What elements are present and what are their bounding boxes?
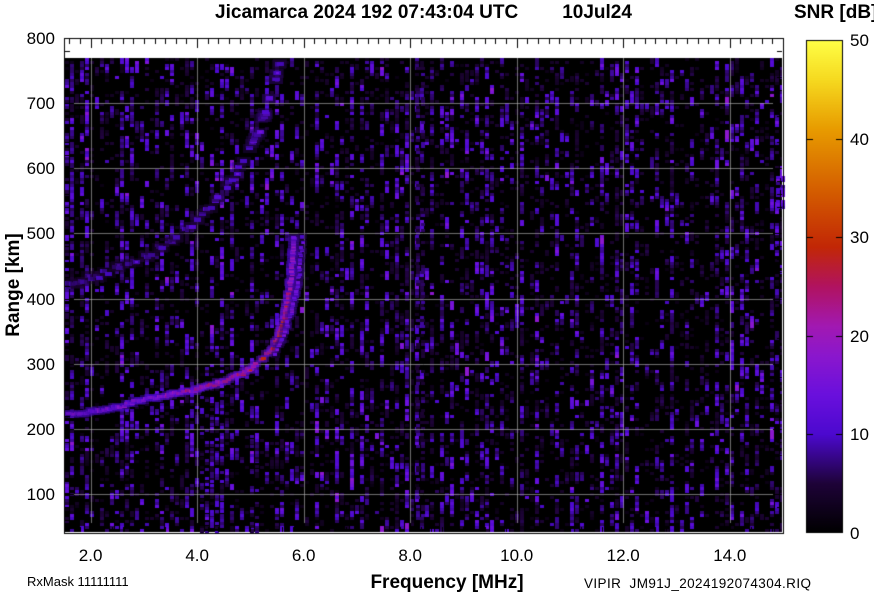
colorbar-tick-label: 10 (850, 425, 869, 445)
y-tick-label: 300 (26, 354, 55, 374)
colorbar-tick-label: 50 (850, 31, 869, 50)
x-tick-label: 8.0 (398, 546, 422, 565)
y-tick-label: 500 (26, 224, 55, 244)
colorbar-tick-label: 0 (850, 524, 860, 543)
colorbar-tick-label: 30 (850, 228, 869, 248)
colorbar-title: SNR [dB] (794, 2, 874, 23)
source-file-note: VIPIR JM91J_2024192074304.RIQ (584, 576, 812, 591)
y-tick-label: 700 (26, 94, 55, 114)
x-tick-label: 12.0 (606, 546, 640, 565)
x-tick-label: 6.0 (291, 546, 316, 565)
x-tick-label: 2.0 (78, 546, 103, 565)
y-tick-label: 400 (26, 289, 55, 309)
figure-title-row: Jicamarca 2024 192 07:43:04 UTC 10Jul24 (64, 2, 783, 24)
x-tick-label: 10.0 (500, 546, 534, 565)
rx-mask-note: RxMask 11111111 (27, 574, 129, 589)
figure-date: 10Jul24 (562, 2, 632, 23)
x-axis-label: Frequency [MHz] (370, 572, 524, 593)
colorbar-tick-label: 20 (850, 326, 869, 346)
colorbar-tick-label: 40 (850, 129, 869, 149)
figure-title: Jicamarca 2024 192 07:43:04 UTC (215, 2, 519, 23)
x-tick-label: 4.0 (185, 546, 209, 565)
x-tick-label: 14.0 (713, 546, 747, 565)
y-tick-label: 800 (26, 29, 55, 48)
y-tick-label: 200 (26, 419, 55, 439)
y-tick-label: 100 (26, 484, 55, 504)
y-tick-label: 600 (26, 159, 55, 179)
